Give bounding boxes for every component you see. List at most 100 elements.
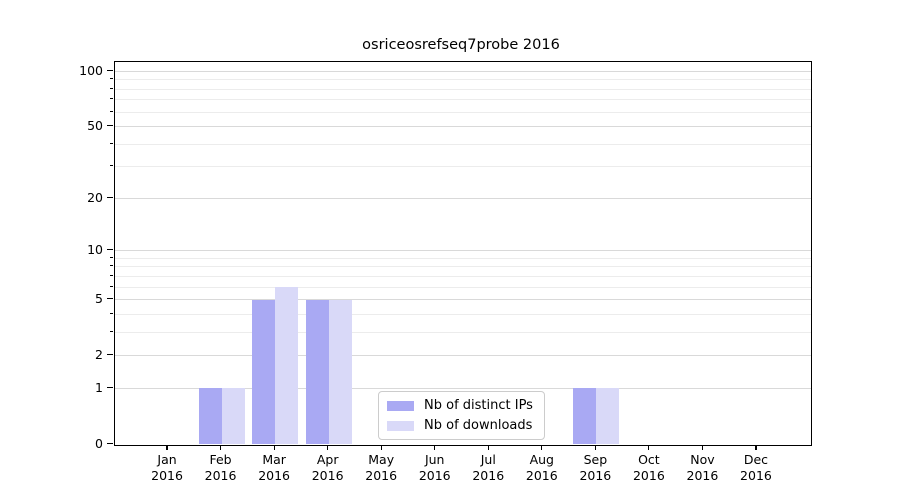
x-tick-month: Jun <box>424 451 445 467</box>
x-tick-month: Apr <box>316 451 339 467</box>
bar-downloads <box>221 388 245 445</box>
legend-label-downloads: Nb of downloads <box>424 418 533 433</box>
y-minor-tick <box>109 142 113 144</box>
x-tick <box>594 444 596 450</box>
x-tick-label: May 2016 <box>349 452 413 485</box>
y-tick-label: 1 <box>95 379 103 395</box>
gridline-minor <box>114 88 811 90</box>
x-tick-label: Sep 2016 <box>563 452 627 485</box>
bar-downloads <box>328 299 352 445</box>
x-tick <box>541 444 543 450</box>
gridline-minor <box>114 331 811 333</box>
x-tick <box>273 444 275 450</box>
y-tick-label: 10 <box>87 242 103 258</box>
y-minor-tick <box>109 312 113 314</box>
y-minor-tick <box>109 98 113 100</box>
y-tick-label: 5 <box>95 291 103 307</box>
x-tick <box>380 444 382 450</box>
y-tick <box>107 354 113 356</box>
x-tick-year: 2016 <box>258 468 291 483</box>
gridline-major <box>114 299 811 301</box>
y-tick <box>107 124 113 127</box>
bar-distinct-ips <box>252 299 276 445</box>
y-minor-tick <box>109 274 113 276</box>
x-tick <box>755 444 757 450</box>
y-minor-tick <box>109 285 113 287</box>
chart-title: osriceosrefseq7probe 2016 <box>362 37 560 53</box>
gridline-minor <box>114 286 811 288</box>
x-tick-year: 2016 <box>740 468 772 483</box>
x-tick-label: Jan 2016 <box>135 452 199 485</box>
legend-swatch-distinct-ips <box>387 400 414 411</box>
gridline-minor <box>114 166 811 168</box>
x-tick <box>648 444 650 450</box>
gridline-minor <box>114 275 811 277</box>
bar-distinct-ips <box>305 299 329 445</box>
x-tick-year: 2016 <box>365 468 398 483</box>
x-tick-month: Jan <box>157 451 177 467</box>
y-minor-tick <box>109 165 113 167</box>
x-tick-month: Sep <box>583 451 608 467</box>
y-minor-tick <box>109 78 113 80</box>
x-tick-month: Aug <box>529 451 554 467</box>
gridline-minor <box>114 313 811 315</box>
plot-area <box>113 60 812 446</box>
x-tick-label: Oct 2016 <box>617 452 681 485</box>
y-tick-label: 20 <box>87 189 103 205</box>
x-tick-year: 2016 <box>472 468 505 483</box>
x-tick-month: Mar <box>262 451 286 467</box>
x-tick-year: 2016 <box>418 468 451 483</box>
gridline-major <box>114 355 811 357</box>
y-tick <box>107 298 113 300</box>
y-tick <box>107 386 113 389</box>
gridline-minor <box>114 111 811 113</box>
bar-downloads <box>275 287 299 445</box>
y-tick-label: 100 <box>79 62 103 78</box>
x-tick-month: Dec <box>743 451 769 467</box>
x-tick-year: 2016 <box>632 468 665 483</box>
legend-entry-distinct-ips: Nb of distinct IPs <box>387 398 533 413</box>
x-tick <box>327 444 329 450</box>
y-tick-label: 2 <box>95 347 103 363</box>
x-tick <box>487 444 489 450</box>
bar-downloads <box>596 388 620 445</box>
y-minor-tick <box>109 256 113 258</box>
x-tick-label: Dec 2016 <box>724 452 788 485</box>
x-tick-label: Mar 2016 <box>242 452 306 485</box>
legend: Nb of distinct IPs Nb of downloads <box>378 391 545 440</box>
x-tick <box>219 444 222 450</box>
x-tick-month: May <box>368 451 395 467</box>
y-tick <box>107 69 113 71</box>
x-tick-year: 2016 <box>311 468 344 483</box>
y-tick <box>107 442 113 445</box>
legend-label-distinct-ips: Nb of distinct IPs <box>424 398 533 413</box>
x-tick-month: Oct <box>638 451 660 467</box>
x-tick-label: Apr 2016 <box>296 452 360 485</box>
y-tick-label: 0 <box>95 436 103 451</box>
x-tick-label: Jun 2016 <box>403 452 467 485</box>
x-tick-year: 2016 <box>525 468 558 483</box>
x-tick <box>166 444 168 450</box>
gridline-minor <box>114 99 811 101</box>
y-tick <box>107 248 113 251</box>
x-tick-label: Nov 2016 <box>670 452 734 485</box>
x-tick-year: 2016 <box>204 468 237 483</box>
gridline-minor <box>114 79 811 81</box>
bar-distinct-ips <box>198 388 222 445</box>
y-minor-tick <box>109 330 113 332</box>
x-tick <box>701 444 703 450</box>
legend-entry-downloads: Nb of downloads <box>387 418 533 433</box>
x-tick-label: Aug 2016 <box>510 452 574 485</box>
x-tick-month: Feb <box>209 451 232 467</box>
y-minor-tick <box>109 110 113 112</box>
x-tick-month: Jul <box>480 451 496 467</box>
gridline-minor <box>114 257 811 259</box>
gridline-major <box>114 387 811 389</box>
gridline-major <box>114 126 811 128</box>
gridline-major <box>114 250 811 252</box>
gridline-minor <box>114 143 811 145</box>
gridline-major <box>114 197 811 199</box>
x-tick-year: 2016 <box>151 468 183 483</box>
gridline-major <box>114 70 811 72</box>
